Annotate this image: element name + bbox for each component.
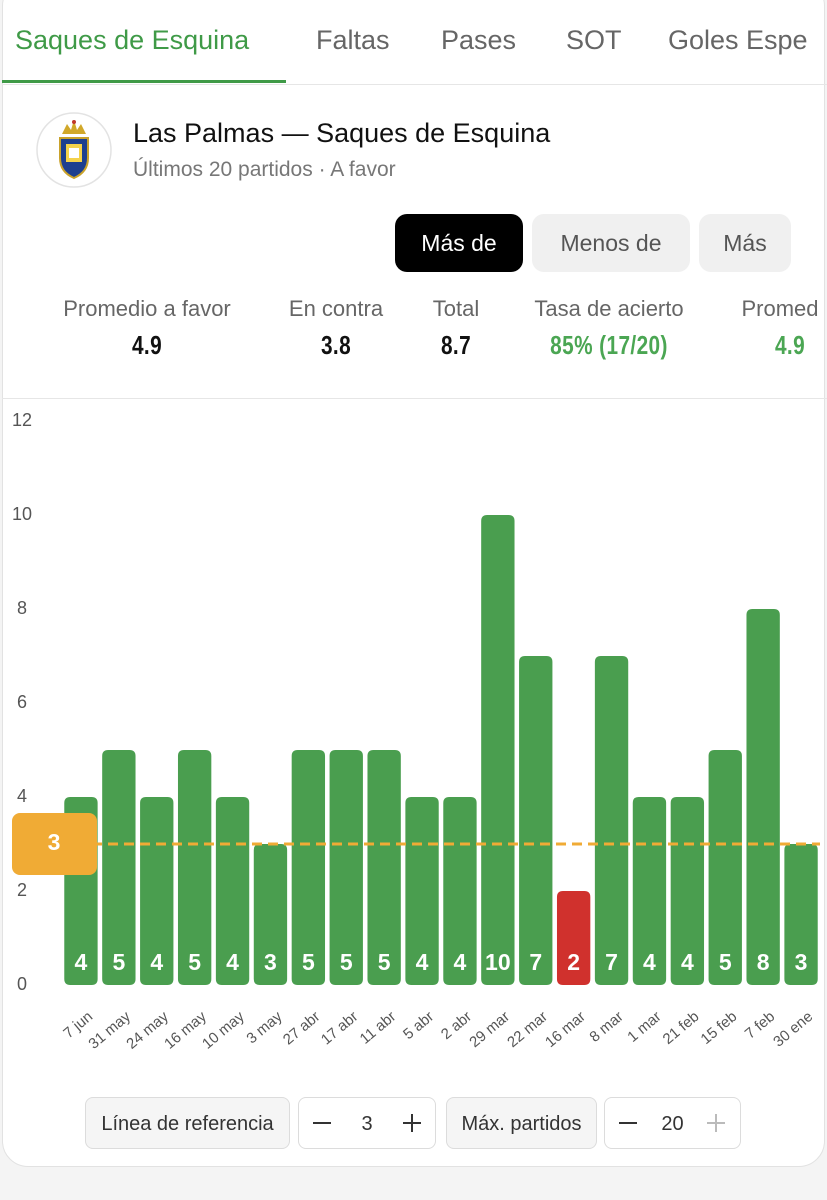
x-tick-label: 15 feb (697, 1008, 740, 1048)
minus-button[interactable] (311, 1112, 333, 1134)
stat-value: 3.8 (320, 330, 352, 360)
bar (291, 750, 326, 985)
tab[interactable]: Saques de Esquina (15, 25, 250, 55)
data-label: 3 (795, 949, 808, 975)
toggle-button[interactable]: Menos de (532, 214, 690, 272)
data-label: 2 (567, 949, 580, 975)
stepper: 3 (298, 1097, 436, 1149)
bar (253, 844, 288, 985)
stat-value: 8.7 (440, 330, 472, 360)
x-tick-label: 10 may (199, 1008, 248, 1053)
stepper: 20 (604, 1097, 741, 1149)
x-tick-label: 3 may (243, 1008, 286, 1048)
data-label: 4 (150, 949, 163, 975)
x-tick-label: 11 abr (357, 1008, 400, 1048)
stat-label: Promedio a favor (63, 296, 231, 321)
stat-label: Total (432, 296, 480, 321)
bar (708, 750, 742, 985)
reference-label: 3 (48, 829, 61, 855)
minus-button[interactable] (617, 1112, 639, 1134)
x-tick-label: 29 mar (466, 1008, 513, 1051)
bar (481, 515, 515, 985)
toggle-button[interactable]: Más de (395, 214, 523, 272)
data-label: 4 (75, 949, 88, 975)
bar (746, 609, 780, 985)
data-label: 5 (719, 949, 732, 975)
data-label: 5 (112, 949, 125, 975)
x-tick-label: 8 mar (586, 1008, 626, 1046)
team-logo (36, 112, 112, 188)
x-tick-label: 21 feb (660, 1008, 703, 1048)
stat-label: Tasa de acierto (534, 296, 684, 321)
data-label: 10 (485, 949, 511, 975)
tab[interactable]: Pases (441, 25, 517, 55)
plus-button[interactable] (401, 1112, 423, 1134)
y-tick-label: 4 (17, 786, 27, 806)
stat-label: Promed (741, 296, 819, 321)
stat-value: 4.9 (774, 330, 806, 360)
data-label: 7 (605, 949, 618, 975)
title: Las Palmas — Saques de Esquina (133, 118, 551, 148)
x-tick-label: 16 may (161, 1008, 210, 1053)
y-tick-label: 0 (17, 974, 27, 994)
data-label: 5 (188, 949, 201, 975)
tab[interactable]: SOT (566, 25, 622, 55)
tab[interactable]: Goles Espe (668, 25, 808, 55)
x-tick-label: 22 mar (504, 1008, 551, 1051)
data-label: 8 (757, 949, 770, 975)
data-label: 5 (378, 949, 391, 975)
bar (177, 750, 212, 985)
y-tick-label: 12 (12, 410, 32, 430)
divider (2, 84, 827, 85)
stat-value: 4.9 (131, 330, 163, 360)
x-tick-label: 31 may (85, 1008, 134, 1053)
stepper-value: 3 (361, 1113, 373, 1135)
x-tick-label: 1 mar (624, 1008, 664, 1046)
data-label: 4 (454, 949, 467, 975)
x-tick-label: 30 ene (770, 1008, 816, 1051)
data-label: 5 (302, 949, 315, 975)
reference-badge (12, 813, 97, 875)
bar (367, 750, 401, 985)
data-label: 5 (340, 949, 353, 975)
stepper-value: 20 (661, 1113, 684, 1135)
x-tick-label: 27 abr (280, 1008, 324, 1048)
bar (594, 656, 629, 985)
bar (784, 844, 818, 985)
plus-button[interactable] (705, 1112, 727, 1134)
data-label: 4 (643, 949, 656, 975)
data-label: 7 (529, 949, 542, 975)
bar (670, 797, 705, 985)
data-label: 4 (226, 949, 239, 975)
tab-indicator (2, 80, 286, 83)
bar (556, 891, 591, 985)
stat-label: En contra (288, 296, 384, 321)
x-tick-label: 5 abr (400, 1008, 437, 1043)
control-label: Línea de referencia (85, 1097, 290, 1149)
data-label: 4 (416, 949, 429, 975)
x-tick-label: 24 may (123, 1008, 172, 1053)
y-tick-label: 6 (17, 692, 27, 712)
bar (519, 656, 553, 985)
x-tick-label: 16 mar (542, 1008, 589, 1051)
y-tick-label: 8 (17, 598, 27, 618)
toggle-button[interactable]: Más (699, 214, 791, 272)
bar (102, 750, 136, 985)
y-tick-label: 2 (17, 880, 27, 900)
subtitle: Últimos 20 partidos · A favor (133, 158, 396, 181)
bar (329, 750, 363, 985)
control-label: Máx. partidos (446, 1097, 597, 1149)
data-label: 4 (681, 949, 694, 975)
y-tick-label: 10 (12, 504, 32, 524)
stat-value: 85% (17/20) (550, 330, 668, 360)
data-label: 3 (264, 949, 277, 975)
x-tick-label: 17 abr (318, 1008, 362, 1048)
tab[interactable]: Faltas (316, 25, 390, 55)
divider (2, 398, 827, 399)
